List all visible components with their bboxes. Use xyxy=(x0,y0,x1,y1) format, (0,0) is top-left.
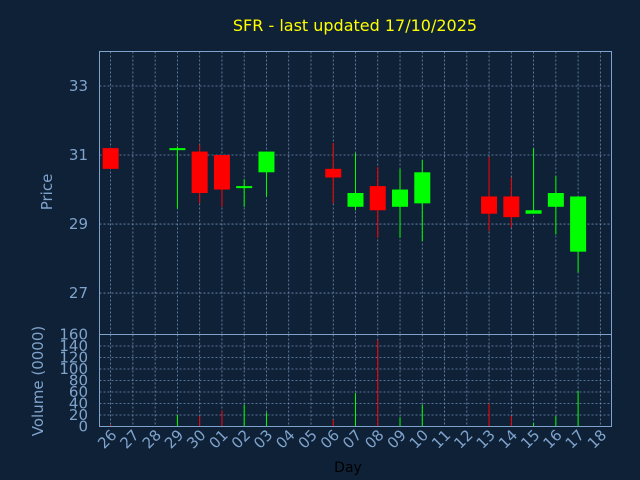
candle-body xyxy=(169,148,186,151)
candle-body xyxy=(481,196,498,214)
candle-body xyxy=(547,193,564,207)
candle-14 xyxy=(503,177,520,228)
volume-tick-label: 20 xyxy=(69,406,88,424)
candle-body xyxy=(191,151,208,193)
volume-plot-frame xyxy=(99,334,612,427)
price-tick-label: 29 xyxy=(69,215,88,233)
candle-02 xyxy=(236,179,253,207)
volume-tick-label: 160 xyxy=(59,326,88,344)
candle-06 xyxy=(325,142,342,204)
candle-29 xyxy=(169,146,186,209)
candle-15 xyxy=(525,148,542,214)
chart-title: SFR - last updated 17/10/2025 xyxy=(233,16,477,35)
volume-tick-label: 60 xyxy=(69,383,88,401)
volume-tick-label: 100 xyxy=(59,360,88,378)
candle-17 xyxy=(570,196,587,273)
price-candles xyxy=(102,142,587,273)
volume-axis-label: Volume (0000) xyxy=(29,326,47,436)
price-tick-label: 27 xyxy=(69,284,88,302)
price-tick-label: 31 xyxy=(69,146,88,164)
candle-body xyxy=(525,210,542,214)
candle-body xyxy=(258,151,275,173)
volume-tick-label: 120 xyxy=(59,349,88,367)
candle-01 xyxy=(213,155,230,207)
candle-30 xyxy=(191,144,208,204)
candle-03 xyxy=(258,151,275,197)
candle-13 xyxy=(481,156,498,231)
candle-08 xyxy=(369,167,386,238)
candle-body xyxy=(570,196,587,252)
price-axis-label: Price xyxy=(38,174,56,211)
candle-body xyxy=(236,186,253,189)
volume-tick-label: 0 xyxy=(78,418,88,436)
candle-26 xyxy=(102,148,119,169)
x-tick-label: 18 xyxy=(584,426,610,452)
candle-09 xyxy=(392,168,409,238)
x-axis-label: Day xyxy=(334,460,362,476)
candle-body xyxy=(325,168,342,178)
x-tick-labels: 2627282930010203040506070809101112131415… xyxy=(94,426,610,452)
volume-bars xyxy=(110,340,579,427)
candle-body xyxy=(503,196,520,218)
price-y-ticks: 27 29 31 33 xyxy=(69,77,88,302)
candle-body xyxy=(392,189,409,207)
volume-tick-label: 140 xyxy=(59,337,88,355)
candle-body xyxy=(347,193,364,207)
candle-16 xyxy=(547,175,564,235)
candle-body xyxy=(102,148,119,169)
price-tick-label: 33 xyxy=(69,77,88,95)
candle-body xyxy=(414,172,431,204)
candle-10 xyxy=(414,160,431,242)
candle-body xyxy=(213,155,230,190)
volume-tick-label: 80 xyxy=(69,372,88,390)
candle-07 xyxy=(347,153,364,211)
candle-body xyxy=(369,186,386,211)
volume-tick-label: 40 xyxy=(69,395,88,413)
